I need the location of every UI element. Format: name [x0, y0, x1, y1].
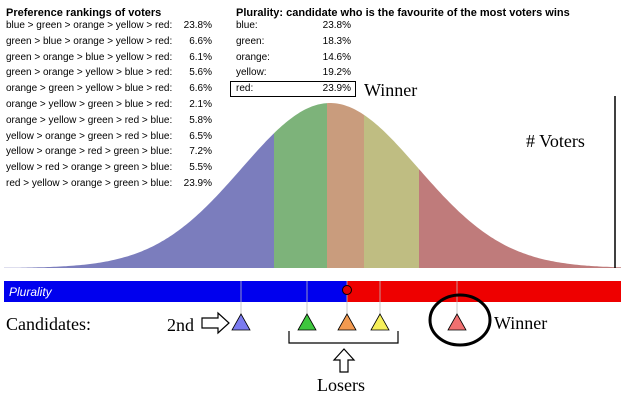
blue-voter-region: [4, 133, 274, 268]
candidates-label: Candidates:: [6, 314, 91, 334]
preference-order: red > yellow > orange > green > blue:: [6, 177, 173, 189]
preference-order: green > blue > orange > yellow > red:: [6, 35, 173, 47]
preference-rankings-list: blue > green > orange > yellow > red: 23.…: [6, 18, 212, 192]
preference-order: blue > green > orange > yellow > red:: [6, 20, 173, 31]
preference-row: orange > yellow > green > blue > red: 2.1…: [6, 97, 212, 113]
plurality-title: Plurality: candidate who is the favourit…: [236, 7, 570, 19]
preference-percent: 5.6%: [189, 67, 212, 79]
preference-order: green > orange > yellow > blue > red:: [6, 67, 173, 79]
preference-percent: 6.6%: [189, 35, 212, 47]
plurality-results-list: blue: 23.8% green: 18.3% orange: 14.6% yell…: [236, 18, 351, 97]
candidate-percent: 14.6%: [322, 51, 351, 63]
candidate-markers: [231, 281, 467, 331]
losers-label: Losers: [317, 375, 365, 395]
green-candidate-triangle: [297, 313, 317, 331]
candidate-percent: 23.9%: [322, 83, 351, 95]
candidate-name: green:: [236, 35, 265, 47]
second-arrow-icon: [201, 311, 230, 335]
preference-order: orange > green > yellow > blue > red:: [6, 83, 173, 95]
preference-percent: 6.5%: [189, 130, 212, 142]
losers-bracket: [288, 331, 399, 344]
plurality-bar-label: Plurality: [9, 285, 52, 299]
preference-order: orange > yellow > green > blue > red:: [6, 98, 173, 110]
winner-highlight-box: [230, 81, 356, 97]
second-place-label: 2nd: [167, 315, 194, 335]
preference-row: green > orange > yellow > blue > red: 5.6…: [6, 65, 212, 81]
candidate-percent: 18.3%: [322, 35, 351, 47]
preference-percent: 7.2%: [189, 146, 212, 158]
red-candidate-triangle: [447, 313, 467, 331]
plurality-row: orange: 14.6%: [236, 50, 351, 66]
preference-order: yellow > orange > red > green > blue:: [6, 146, 173, 158]
plurality-bar-red-segment: [347, 281, 621, 302]
preference-row: red > yellow > orange > green > blue: 23.…: [6, 176, 212, 192]
preference-order: orange > yellow > green > red > blue:: [6, 114, 173, 126]
orange-voter-region: [327, 103, 364, 268]
preference-row: green > blue > orange > yellow > red: 6.6…: [6, 34, 212, 50]
winner-circle: [428, 293, 492, 347]
plurality-row: yellow: 19.2%: [236, 65, 351, 81]
winner-label-top: Winner: [364, 80, 418, 100]
preference-percent: 6.6%: [189, 83, 212, 95]
preference-percent: 5.8%: [189, 114, 212, 126]
preference-row: orange > green > yellow > blue > red: 6.6…: [6, 81, 212, 97]
blue-candidate-triangle: [231, 313, 251, 331]
plurality-row: blue: 23.8%: [236, 18, 351, 34]
preference-row: blue > green > orange > yellow > red: 23.…: [6, 18, 212, 34]
preference-row: green > orange > blue > yellow > red: 6.1…: [6, 50, 212, 66]
candidate-name: orange:: [236, 51, 270, 63]
yellow-candidate-triangle: [370, 313, 390, 331]
preference-row: yellow > orange > red > green > blue: 7.2…: [6, 144, 212, 160]
red-voter-region: [419, 169, 621, 268]
candidate-name: blue:: [236, 20, 258, 31]
candidate-percent: 23.8%: [322, 20, 351, 31]
preference-row: orange > yellow > green > red > blue: 5.8…: [6, 113, 212, 129]
green-voter-region: [274, 103, 327, 268]
preference-order: yellow > orange > green > red > blue:: [6, 130, 173, 142]
winner-label-bottom: Winner: [494, 313, 548, 333]
candidate-name: yellow:: [236, 67, 267, 79]
losers-arrow-icon: [332, 348, 356, 373]
yellow-voter-region: [364, 114, 419, 269]
plurality-row: red: 23.9%: [236, 81, 351, 97]
voters-axis-label: # Voters: [526, 131, 585, 151]
preference-order: green > orange > blue > yellow > red:: [6, 51, 173, 63]
plurality-bar-blue-segment: [4, 281, 347, 302]
candidate-percent: 19.2%: [322, 67, 351, 79]
preference-row: yellow > orange > green > red > blue: 6.5…: [6, 129, 212, 145]
voter-distribution: [4, 103, 621, 269]
plurality-threshold-marker: [342, 285, 352, 295]
orange-candidate-triangle: [337, 313, 357, 331]
preference-row: yellow > red > orange > green > blue: 5.5…: [6, 160, 212, 176]
preference-percent: 2.1%: [189, 98, 212, 110]
preference-percent: 6.1%: [189, 51, 212, 63]
preference-percent: 23.8%: [183, 20, 212, 31]
preference-percent: 23.9%: [183, 177, 212, 189]
candidate-name: red:: [236, 83, 254, 95]
preference-rankings-title: Preference rankings of voters: [6, 7, 162, 19]
preference-order: yellow > red > orange > green > blue:: [6, 162, 173, 174]
preference-percent: 5.5%: [189, 162, 212, 174]
plurality-row: green: 18.3%: [236, 34, 351, 50]
